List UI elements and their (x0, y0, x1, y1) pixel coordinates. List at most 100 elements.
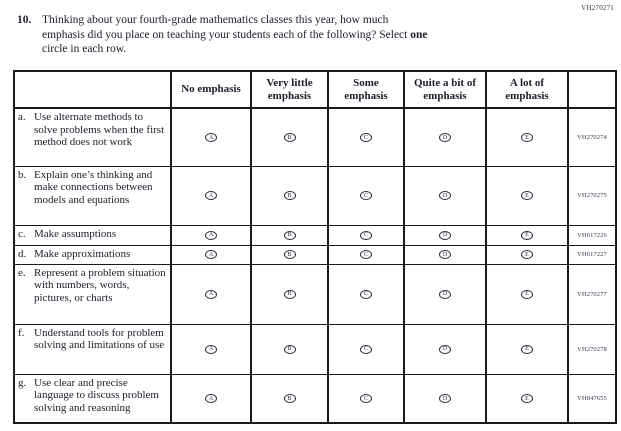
question-number: 10. (17, 14, 32, 26)
bubble-cell: D (403, 323, 487, 375)
bubble-cell: B (250, 224, 329, 246)
answer-bubble-b[interactable]: B (283, 289, 296, 299)
answer-bubble-a[interactable]: A (205, 394, 217, 404)
bubble-letter: A (208, 232, 214, 239)
bubble-cell: A (170, 244, 252, 265)
answer-bubble-d[interactable]: D (439, 250, 451, 260)
bubble-cell: D (403, 107, 487, 167)
answer-bubble-a[interactable]: A (205, 133, 217, 143)
bubble-letter: C (363, 291, 368, 298)
row-text: Represent a problem situation with numbe… (34, 266, 166, 304)
answer-bubble-b[interactable]: B (283, 191, 296, 201)
answer-bubble-b[interactable]: B (283, 344, 296, 354)
bubble-cell: A (170, 373, 252, 424)
bubble-cell: E (485, 323, 569, 375)
bubble-cell: A (170, 263, 252, 325)
bold-word-one: one (410, 28, 428, 41)
bubble-letter: E (525, 346, 529, 353)
table-row: e. Represent a problem situation with num… (13, 263, 617, 325)
bubble-letter: D (442, 291, 448, 298)
row-letter: e. (18, 266, 26, 279)
answer-bubble-c[interactable]: C (360, 289, 372, 299)
bubble-cell: D (403, 165, 487, 226)
answer-bubble-b[interactable]: B (283, 250, 296, 260)
column-header-very-little-emphasis: Very little emphasis (250, 70, 329, 109)
answer-bubble-c[interactable]: C (360, 191, 372, 201)
answer-bubble-e[interactable]: E (521, 289, 533, 299)
row-item-code: VH617226 (567, 224, 617, 246)
answer-bubble-d[interactable]: D (439, 394, 451, 404)
bubble-letter: E (525, 251, 529, 258)
answer-bubble-a[interactable]: A (205, 191, 217, 201)
answer-bubble-c[interactable]: C (360, 344, 372, 354)
row-label-cell: g. Use clear and precise language to disc… (13, 373, 172, 424)
bubble-cell: B (250, 244, 329, 265)
answer-bubble-e[interactable]: E (521, 191, 533, 201)
column-header-a-lot-of-emphasis: A lot of emphasis (485, 70, 569, 109)
bubble-cell: D (403, 244, 487, 265)
answer-bubble-c[interactable]: C (360, 230, 372, 240)
column-header-no-emphasis: No emphasis (170, 70, 252, 109)
answer-bubble-a[interactable]: A (205, 230, 217, 240)
answer-bubble-e[interactable]: E (521, 344, 533, 354)
row-letter: a. (18, 111, 26, 123)
bubble-letter: C (363, 192, 368, 199)
bubble-cell: E (485, 224, 569, 246)
row-item-code: VH270275 (567, 165, 617, 226)
table-row: b. Explain one’s thinking and make connec… (13, 165, 617, 226)
answer-bubble-e[interactable]: E (521, 230, 533, 240)
answer-bubble-a[interactable]: A (205, 250, 217, 260)
bubble-letter: B (287, 192, 292, 199)
answer-bubble-d[interactable]: D (439, 191, 451, 201)
answer-bubble-b[interactable]: B (283, 133, 296, 143)
bubble-cell: A (170, 323, 252, 375)
column-header-some-emphasis: Some emphasis (327, 70, 405, 109)
table-row: f. Understand tools for problem solving a… (13, 323, 617, 375)
table-row: d. Make approximations A B C D E VH617227 (13, 244, 617, 265)
answer-bubble-e[interactable]: E (521, 394, 533, 404)
answer-bubble-c[interactable]: C (360, 250, 372, 260)
answer-bubble-b[interactable]: B (283, 394, 296, 404)
question-text: Thinking about your fourth-grade mathema… (42, 13, 427, 57)
row-item-code: VH270274 (567, 107, 617, 167)
bubble-cell: B (250, 165, 329, 226)
bubble-letter: B (287, 346, 292, 353)
question-line-3: circle in each row. (42, 43, 127, 55)
bubble-cell: E (485, 263, 569, 325)
bubble-letter: B (287, 395, 292, 402)
bubble-letter: D (442, 346, 448, 353)
answer-bubble-d[interactable]: D (439, 344, 451, 354)
row-item-code: VH270277 (567, 263, 617, 325)
answer-bubble-d[interactable]: D (439, 133, 451, 143)
answer-bubble-e[interactable]: E (521, 133, 533, 143)
row-label-cell: c. Make assumptions (13, 224, 172, 246)
row-label-cell: b. Explain one’s thinking and make connec… (13, 165, 172, 226)
answer-bubble-a[interactable]: A (205, 344, 217, 354)
bubble-cell: C (327, 165, 405, 226)
question-block: 10. Thinking about your fourth-grade mat… (17, 13, 427, 57)
row-item-code: VH270278 (567, 323, 617, 375)
answer-bubble-b[interactable]: B (283, 230, 296, 240)
bubble-cell: C (327, 323, 405, 375)
bubble-cell: B (250, 107, 329, 167)
header-blank-code (567, 70, 617, 109)
answer-bubble-d[interactable]: D (439, 289, 451, 299)
bubble-cell: D (403, 224, 487, 246)
bubble-letter: B (287, 232, 292, 239)
table-row: g. Use clear and precise language to disc… (13, 373, 617, 424)
answer-bubble-a[interactable]: A (205, 289, 217, 299)
answer-bubble-e[interactable]: E (521, 250, 533, 260)
answer-bubble-c[interactable]: C (360, 133, 372, 143)
answer-bubble-c[interactable]: C (360, 394, 372, 404)
bubble-letter: C (363, 346, 368, 353)
bubble-letter: C (363, 232, 368, 239)
bubble-letter: D (442, 251, 448, 258)
table-row: a. Use alternate methods to solve problem… (13, 107, 617, 167)
row-label-cell: d. Make approximations (13, 244, 172, 265)
answer-bubble-d[interactable]: D (439, 230, 451, 240)
row-text: Use clear and precise language to discus… (34, 376, 159, 414)
bubble-cell: C (327, 244, 405, 265)
bubble-letter: E (525, 291, 529, 298)
bubble-letter: A (208, 134, 214, 141)
bubble-cell: E (485, 107, 569, 167)
